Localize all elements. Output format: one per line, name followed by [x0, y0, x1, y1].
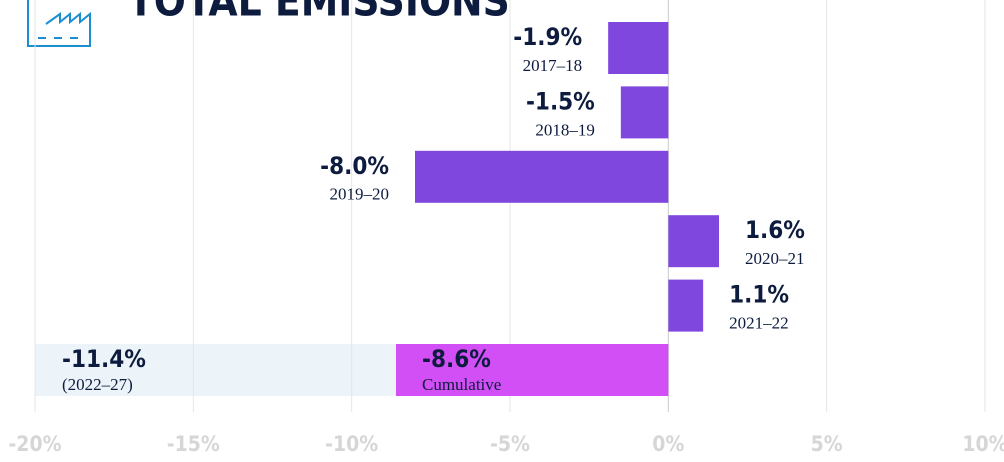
- x-tick-label: -20%: [8, 432, 61, 456]
- x-tick-label: -15%: [167, 432, 220, 456]
- bar: [668, 279, 704, 332]
- category-label: 2017–18: [523, 56, 583, 75]
- target-panel: [35, 344, 396, 396]
- category-label: Cumulative: [422, 375, 501, 394]
- category-label: 2019–20: [330, 185, 390, 204]
- bar: [620, 86, 669, 139]
- bar: [668, 215, 719, 268]
- x-tick-label: 10%: [962, 432, 1004, 456]
- chart-title: TOTAL EMISSIONS: [128, 0, 510, 26]
- category-label: 2018–19: [535, 120, 595, 139]
- value-label: -8.0%: [320, 152, 389, 180]
- target-value-label: -11.4%: [62, 345, 146, 373]
- category-label: 2020–21: [745, 249, 805, 268]
- x-tick-label: 5%: [811, 432, 843, 456]
- bar: [396, 344, 669, 396]
- value-label: -1.5%: [526, 87, 595, 115]
- value-label: 1.6%: [745, 216, 805, 244]
- bar: [415, 150, 669, 203]
- x-tick-label: -5%: [490, 432, 530, 456]
- value-label: -1.9%: [513, 23, 582, 51]
- x-tick-label: 0%: [652, 432, 684, 456]
- bar: [608, 22, 669, 74]
- category-label: 2021–22: [729, 314, 789, 333]
- factory-icon: [27, 0, 91, 47]
- x-tick-label: -10%: [325, 432, 378, 456]
- value-label: -8.6%: [422, 345, 491, 373]
- target-label: (2022–27): [62, 375, 133, 394]
- value-label: 1.1%: [729, 281, 789, 309]
